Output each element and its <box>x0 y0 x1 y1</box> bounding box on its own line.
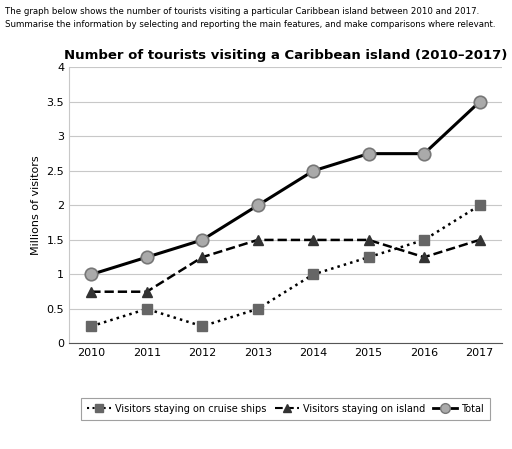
Text: Summarise the information by selecting and reporting the main features, and make: Summarise the information by selecting a… <box>5 20 496 29</box>
Legend: Visitors staying on cruise ships, Visitors staying on island, Total: Visitors staying on cruise ships, Visito… <box>81 398 489 420</box>
Y-axis label: Millions of visitors: Millions of visitors <box>31 156 41 255</box>
Title: Number of tourists visiting a Caribbean island (2010–2017): Number of tourists visiting a Caribbean … <box>64 49 507 62</box>
Text: The graph below shows the number of tourists visiting a particular Caribbean isl: The graph below shows the number of tour… <box>5 7 479 16</box>
